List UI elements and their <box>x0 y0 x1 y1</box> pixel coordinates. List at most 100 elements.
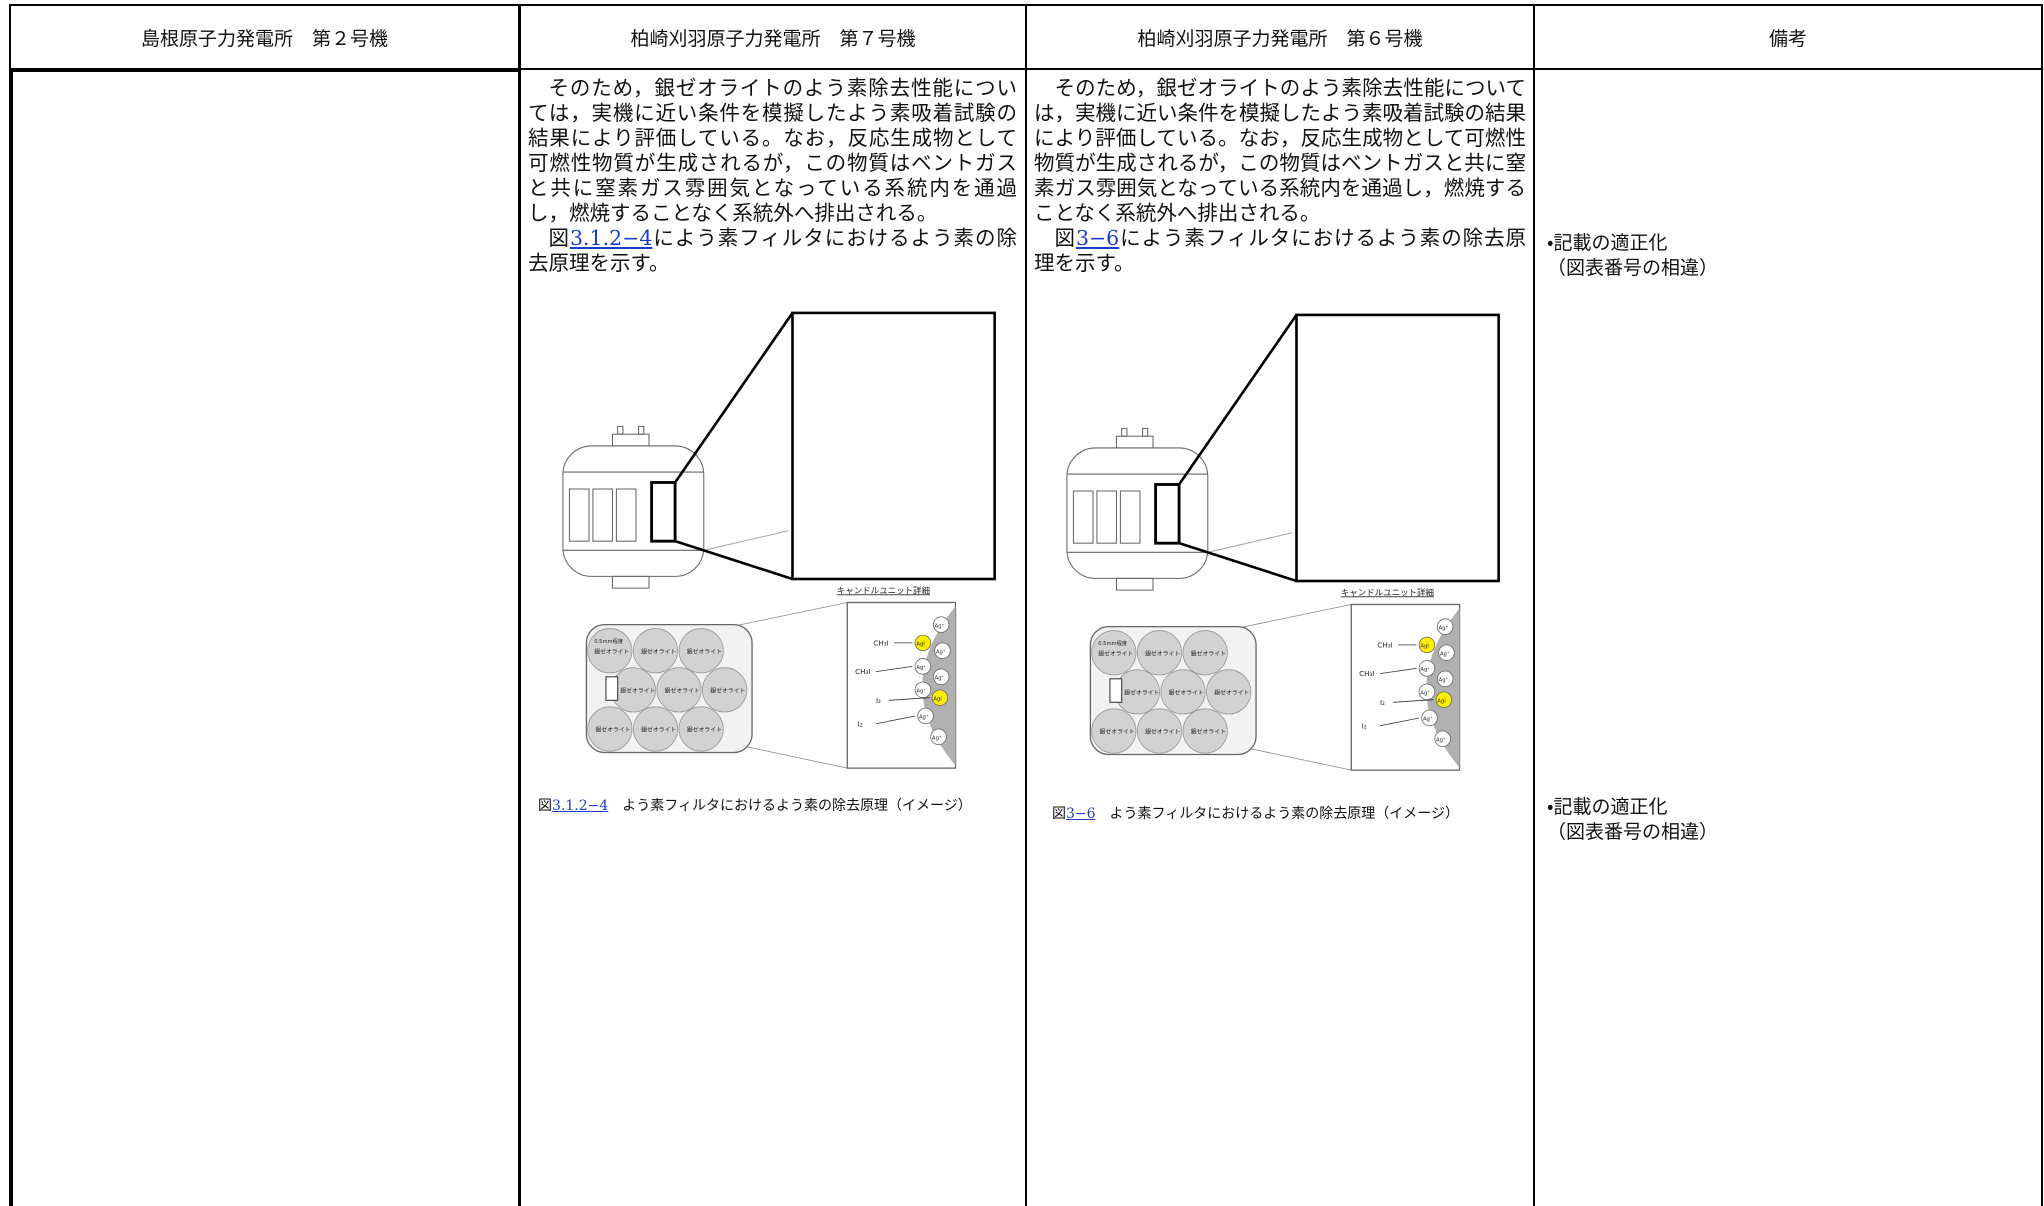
label: 銀ゼオライト <box>594 647 629 655</box>
text: 図 <box>1052 806 1066 822</box>
column-text: そのため，銀ゼオライトのよう素除去性能については，実機に近い条件を模擬したよう素… <box>1034 76 1526 276</box>
text: 図 <box>548 226 570 250</box>
paragraph: そのため，銀ゼオライトのよう素除去性能については，実機に近い条件を模擬したよう素… <box>528 76 1017 225</box>
text: によう素フィルタにおけるよう素の除去原理を示す。 <box>528 226 1018 275</box>
remark: ・記載の適正化 （図表番号の相違） <box>1547 231 1718 281</box>
remark-line: ・記載の適正化 <box>1547 796 1668 818</box>
vessel <box>562 425 789 589</box>
border <box>518 4 521 1206</box>
label: I₂ <box>858 719 863 728</box>
zoom-box <box>791 311 996 581</box>
label: 銀ゼオライト <box>1145 649 1180 657</box>
zoom-line <box>674 312 794 484</box>
text: よう素フィルタにおけるよう素の除去原理（イメージ） <box>608 798 972 814</box>
labels: キャンドルユニット詳細 0.5mm程度 銀ゼオライト 銀ゼオライト 銀ゼオライト… <box>594 585 946 741</box>
column-header: 島根原子力発電所 第２号機 <box>140 27 388 50</box>
text: よう素フィルタにおけるよう素の除去原理（イメージ） <box>1095 806 1459 822</box>
label: CH₃I <box>873 639 888 648</box>
label: Ag⁺ <box>1436 737 1446 743</box>
highlight <box>650 481 677 543</box>
filter-diagram: キャンドルユニット詳細 0.5mm程度 銀ゼオライト 銀ゼオライト 銀ゼオライト… <box>1066 313 1500 771</box>
label: AgI <box>1420 644 1429 650</box>
border <box>9 69 13 1206</box>
label: AgI <box>916 642 925 648</box>
labels: キャンドルユニット詳細 0.5mm程度 銀ゼオライト 銀ゼオライト 銀ゼオライト… <box>1098 587 1450 743</box>
zeolite-grains <box>1091 630 1252 754</box>
highlight <box>1154 483 1181 545</box>
column-header: 柏崎刈羽原子力発電所 第７号機 <box>630 27 916 50</box>
zoom-line <box>1246 747 1352 771</box>
paragraph: 図3−6によう素フィルタにおけるよう素の除去原理を示す。 <box>1034 226 1526 276</box>
label: Ag⁺ <box>932 735 942 741</box>
figure-link[interactable]: 3.1.2−4 <box>569 226 653 250</box>
label: Ag⁺ <box>919 715 929 721</box>
zoom-line <box>1178 541 1297 583</box>
ag-sites <box>914 616 951 746</box>
border <box>9 68 521 72</box>
zeolite-grains <box>587 628 748 752</box>
label: キャンドルユニット詳細 <box>837 585 930 595</box>
column-header: 備考 <box>1768 27 1807 50</box>
label: I₂ <box>1362 721 1367 730</box>
label: AgI <box>933 696 942 702</box>
zoom-box <box>1295 313 1500 583</box>
label: 銀ゼオライト <box>1098 649 1133 657</box>
label: 銀ゼオライト <box>1191 728 1226 736</box>
figure-caption: 図3−6 よう素フィルタにおけるよう素の除去原理（イメージ） <box>1052 803 1459 823</box>
remark-line: ・記載の適正化 <box>1547 232 1668 254</box>
label: 0.5mm程度 <box>1098 639 1127 647</box>
border <box>2041 4 2043 1206</box>
text: 図 <box>1054 226 1076 250</box>
label: CH₃I <box>1377 641 1392 650</box>
label: Ag⁺ <box>1423 717 1433 723</box>
label: 銀ゼオライト <box>665 686 700 694</box>
label: Ag⁺ <box>916 665 926 671</box>
label: キャンドルユニット詳細 <box>1341 587 1434 597</box>
label: 銀ゼオライト <box>1145 728 1180 736</box>
label: 銀ゼオライト <box>1214 688 1249 696</box>
arrows <box>1379 644 1434 727</box>
arrows <box>875 642 930 725</box>
label: 銀ゼオライト <box>687 647 722 655</box>
paragraph: そのため，銀ゼオライトのよう素除去性能については，実機に近い条件を模擬したよう素… <box>1034 76 1526 225</box>
label: 銀ゼオライト <box>596 726 631 734</box>
remark: ・記載の適正化 （図表番号の相違） <box>1547 795 1718 845</box>
label: CH₃I <box>855 667 870 676</box>
filter-diagram: キャンドルユニット詳細 0.5mm程度 銀ゼオライト 銀ゼオライト 銀ゼオライト… <box>562 311 996 769</box>
label: Ag⁺ <box>935 623 945 629</box>
label: Ag⁺ <box>1440 651 1450 657</box>
figure-caption: 図3.1.2−4 よう素フィルタにおけるよう素の除去原理（イメージ） <box>538 795 972 815</box>
label: Ag⁺ <box>916 688 926 694</box>
figure: キャンドルユニット詳細 0.5mm程度 銀ゼオライト 銀ゼオライト 銀ゼオライト… <box>1038 311 1508 795</box>
zoom-line <box>1178 314 1298 486</box>
figure-link[interactable]: 3.1.2−4 <box>552 798 609 814</box>
label: 銀ゼオライト <box>1169 688 1204 696</box>
border <box>9 4 2043 6</box>
vessel <box>1066 427 1293 591</box>
border <box>1025 4 1027 1206</box>
remark-line: （図表番号の相違） <box>1547 821 1719 843</box>
pore <box>1109 678 1123 703</box>
label: AgI <box>1437 698 1446 704</box>
label: Ag⁺ <box>1439 677 1449 683</box>
label: 銀ゼオライト <box>710 686 745 694</box>
zoom-line <box>742 745 848 769</box>
label: 銀ゼオライト <box>1191 649 1226 657</box>
paragraph: 図3.1.2−4によう素フィルタにおけるよう素の除去原理を示す。 <box>528 226 1017 276</box>
label: 銀ゼオライト <box>1124 688 1159 696</box>
label: Ag⁺ <box>1439 625 1449 631</box>
label: 0.5mm程度 <box>594 637 623 645</box>
figure-link[interactable]: 3−6 <box>1066 806 1096 822</box>
border <box>9 68 2043 70</box>
column-header: 柏崎刈羽原子力発電所 第６号機 <box>1137 27 1423 50</box>
label: Ag⁺ <box>1420 690 1430 696</box>
label: Ag⁺ <box>935 675 945 681</box>
figure-link[interactable]: 3−6 <box>1075 226 1120 250</box>
label: 銀ゼオライト <box>1100 728 1135 736</box>
remark-line: （図表番号の相違） <box>1547 257 1719 279</box>
label: I₂ <box>876 696 881 705</box>
ag-sites <box>1418 618 1455 748</box>
label: I₂ <box>1380 698 1385 707</box>
pore <box>605 676 619 701</box>
